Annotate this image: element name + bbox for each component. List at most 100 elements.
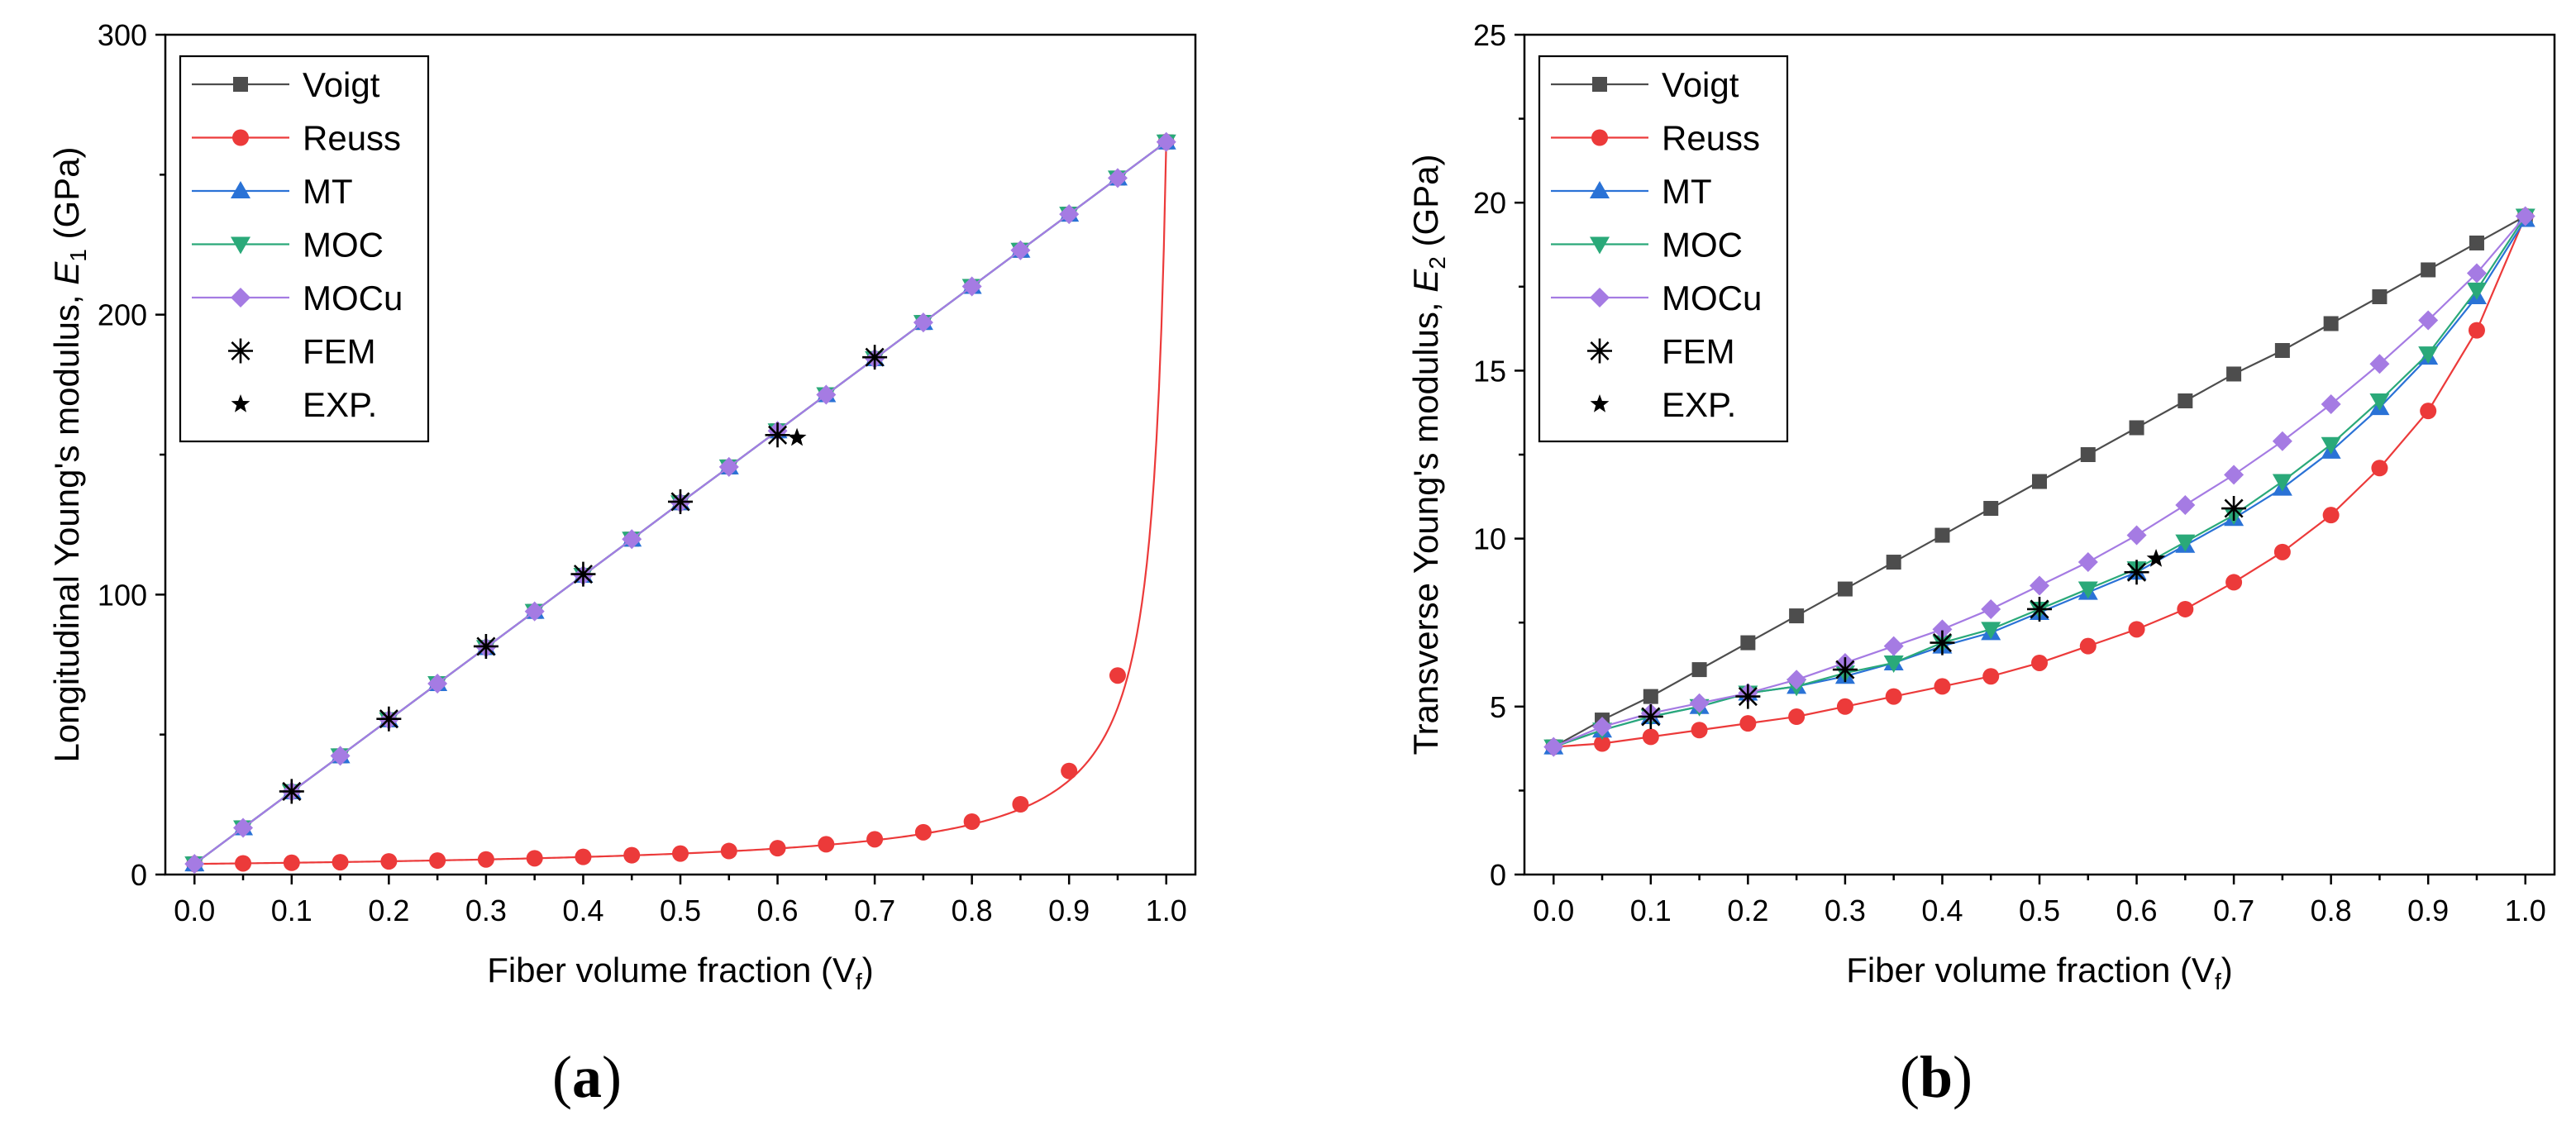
- y-tick-label-a: 200: [98, 298, 147, 332]
- point-exp-a: [787, 427, 807, 446]
- point-mocu-a: [622, 529, 642, 550]
- legend-marker-mt-a: [231, 181, 250, 198]
- x-axis-label-sub-a: f: [856, 969, 862, 994]
- y-tick-label-a: 0: [131, 858, 147, 892]
- point-fem-a: [570, 561, 596, 587]
- point-mocu-a: [1059, 204, 1080, 225]
- point-reuss-a: [380, 853, 398, 870]
- point-mocu-a: [718, 456, 739, 477]
- point-reuss-a: [283, 854, 300, 871]
- point-reuss-a: [818, 836, 835, 853]
- y-axis-label-part-a: 1: [65, 249, 91, 262]
- x-tick-label-a: 1.0: [1146, 894, 1187, 927]
- x-tick-label-a: 0.4: [562, 894, 603, 927]
- panel-label-a-open: (: [552, 1044, 572, 1110]
- point-mocu-a: [233, 818, 254, 838]
- point-fem-a: [376, 706, 402, 732]
- point-reuss-a: [866, 831, 884, 848]
- point-reuss-a: [429, 852, 446, 870]
- legend-label-voigt-a: Voigt: [303, 65, 380, 104]
- series-exp-a: [787, 427, 807, 446]
- legend-label-mocu-a: MOCu: [303, 279, 403, 317]
- point-fem-a: [279, 779, 304, 804]
- point-fem-a: [765, 422, 790, 448]
- x-tick-label-a: 0.3: [465, 894, 507, 927]
- panel-label-b: (b): [1900, 1043, 1973, 1112]
- x-tick-label-a: 0.0: [174, 894, 215, 927]
- legend-item-mocu-a: MOCu: [192, 279, 403, 317]
- panel-label-b-close: ): [1953, 1044, 1973, 1110]
- point-reuss-a: [477, 851, 494, 868]
- point-mocu-a: [330, 746, 351, 766]
- x-axis-label-text-a: Fiber volume fraction (V: [487, 951, 856, 989]
- point-mocu-a: [1010, 240, 1031, 260]
- y-tick-label-a: 100: [98, 578, 147, 612]
- legend-item-voigt-a: Voigt: [192, 65, 380, 104]
- legend-marker-mocu-a: [231, 288, 250, 307]
- point-reuss-a: [623, 846, 641, 864]
- y-axis-label-part-a: Longitudinal Young's modulus,: [47, 285, 86, 763]
- point-reuss-a: [720, 842, 737, 860]
- legend-marker-moc-a: [231, 236, 250, 255]
- legend-item-mt-a: MT: [192, 172, 353, 211]
- panel-label-a-close: ): [601, 1044, 622, 1110]
- legend-item-fem-a: FEM: [228, 332, 376, 371]
- x-tick-label-a: 0.6: [757, 894, 799, 927]
- panel-label-b-open: (: [1900, 1044, 1920, 1110]
- point-fem-a: [668, 489, 693, 514]
- point-reuss-a: [1012, 795, 1029, 813]
- legend-marker-exp-a: [231, 394, 250, 412]
- legend-item-reuss-a: Reuss: [192, 119, 401, 158]
- y-tick-label-a: 300: [98, 18, 147, 52]
- point-mocu-a: [1107, 168, 1128, 188]
- point-mocu-a: [427, 674, 448, 694]
- x-tick-label-a: 0.2: [368, 894, 409, 927]
- legend-frame-a: [179, 55, 430, 443]
- panel-label-a: (a): [552, 1043, 622, 1112]
- point-mocu-a: [524, 601, 545, 622]
- point-mocu-a: [816, 384, 837, 405]
- y-axis-label-part-a: (GPa): [47, 146, 86, 249]
- x-tick-label-a: 0.8: [952, 894, 993, 927]
- legend-label-mt-a: MT: [303, 172, 353, 211]
- x-axis-label-a: Fiber volume fraction (Vf): [487, 951, 874, 994]
- point-mocu-a: [184, 854, 205, 875]
- series-fem-a: [279, 345, 888, 804]
- legend-label-exp-a: EXP.: [303, 385, 377, 424]
- point-fem-a: [473, 633, 499, 659]
- legend-label-fem-a: FEM: [303, 332, 376, 371]
- x-axis-label-end-a: ): [862, 951, 874, 989]
- point-reuss-a: [235, 855, 252, 872]
- legend-item-moc-a: MOC: [192, 226, 384, 265]
- point-reuss-a: [914, 823, 932, 841]
- point-reuss-a: [1109, 667, 1126, 684]
- legend-marker-reuss-a: [232, 129, 249, 146]
- x-tick-label-a: 0.5: [660, 894, 701, 927]
- legend-item-exp-a: EXP.: [231, 385, 377, 424]
- legend-marker-voigt-a: [233, 77, 248, 92]
- point-mocu-a: [961, 276, 982, 297]
- x-tick-label-a: 0.9: [1048, 894, 1090, 927]
- y-axis-label-a: Longitudinal Young's modulus, E1 (GPa): [47, 146, 91, 762]
- point-mocu-a: [913, 312, 933, 333]
- x-tick-label-a: 0.7: [854, 894, 895, 927]
- panel-label-a-letter: a: [571, 1044, 602, 1110]
- point-reuss-a: [672, 845, 689, 862]
- point-reuss-a: [332, 854, 349, 871]
- point-reuss-a: [526, 850, 543, 867]
- y-axis-label-part-a: E: [47, 261, 86, 285]
- legend-label-moc-a: MOC: [303, 226, 384, 265]
- legend-label-reuss-a: Reuss: [303, 119, 401, 158]
- point-mocu-a: [1156, 131, 1176, 152]
- legend-marker-fem-a: [228, 338, 253, 364]
- point-fem-a: [862, 345, 888, 370]
- point-reuss-a: [1061, 762, 1078, 779]
- point-reuss-a: [575, 848, 592, 865]
- point-reuss-a: [769, 840, 786, 857]
- panel-label-b-letter: b: [1919, 1044, 1953, 1110]
- legend-a: Voigt Reuss MT MOC MOCu FEM EXP.: [179, 55, 430, 443]
- x-tick-label-a: 0.1: [271, 894, 312, 927]
- series-reuss-a: [186, 133, 1175, 873]
